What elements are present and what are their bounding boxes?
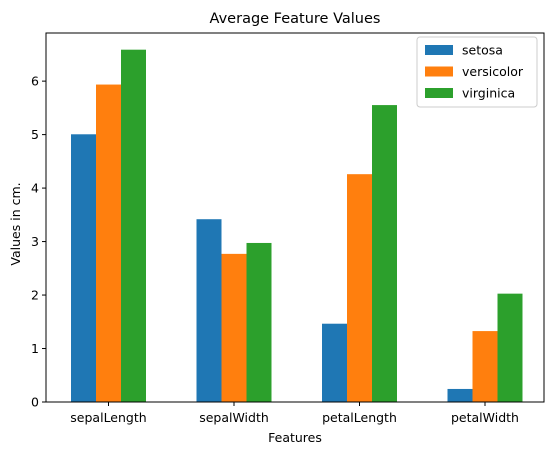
bar-versicolor-petalLength (347, 174, 372, 402)
bar-virginica-sepalWidth (246, 242, 272, 402)
legend-label-versicolor: versicolor (462, 64, 524, 79)
plot-frame (45, 32, 545, 403)
y-axis-label: Values in cm. (8, 182, 23, 265)
bar-virginica-petalLength (372, 105, 397, 403)
bar-setosa-sepalWidth (196, 219, 222, 402)
legend: setosa versicolor virginica (416, 36, 538, 108)
bar-setosa-sepalLength (71, 134, 96, 402)
y-tick-label: 3 (31, 234, 39, 249)
y-tick-label: 6 (31, 74, 39, 89)
bars-group (71, 49, 523, 403)
legend-swatch-setosa (425, 45, 453, 55)
bar-setosa-petalLength (322, 323, 347, 402)
legend-swatch-versicolor (425, 66, 453, 77)
legend-swatch-virginica (425, 88, 453, 98)
bar-versicolor-sepalLength (96, 84, 121, 403)
legend-label-setosa: setosa (462, 43, 503, 58)
bar-virginica-sepalLength (121, 49, 146, 403)
x-tick-label: sepalLength (70, 410, 146, 425)
chart-title: Average Feature Values (210, 11, 381, 27)
x-axis-label: Features (268, 430, 322, 445)
bar-virginica-petalWidth (497, 293, 523, 402)
y-tick-label: 0 (31, 395, 39, 410)
bar-versicolor-sepalWidth (221, 253, 247, 402)
axes-group: 0 1 2 3 4 5 6 sepalLength sepalWidth petalLength p… (31, 32, 545, 425)
x-tick-label: petalWidth (451, 410, 519, 425)
y-tick-label: 1 (31, 341, 39, 356)
x-tick-label: sepalWidth (199, 410, 269, 425)
y-tick-label: 4 (31, 181, 39, 196)
legend-label-virginica: virginica (462, 86, 515, 101)
bar-versicolor-petalWidth (472, 331, 498, 402)
bar-setosa-petalWidth (447, 388, 473, 402)
x-tick-label: petalLength (322, 410, 397, 425)
y-tick-label: 2 (31, 288, 39, 303)
y-tick-label: 5 (31, 127, 39, 142)
